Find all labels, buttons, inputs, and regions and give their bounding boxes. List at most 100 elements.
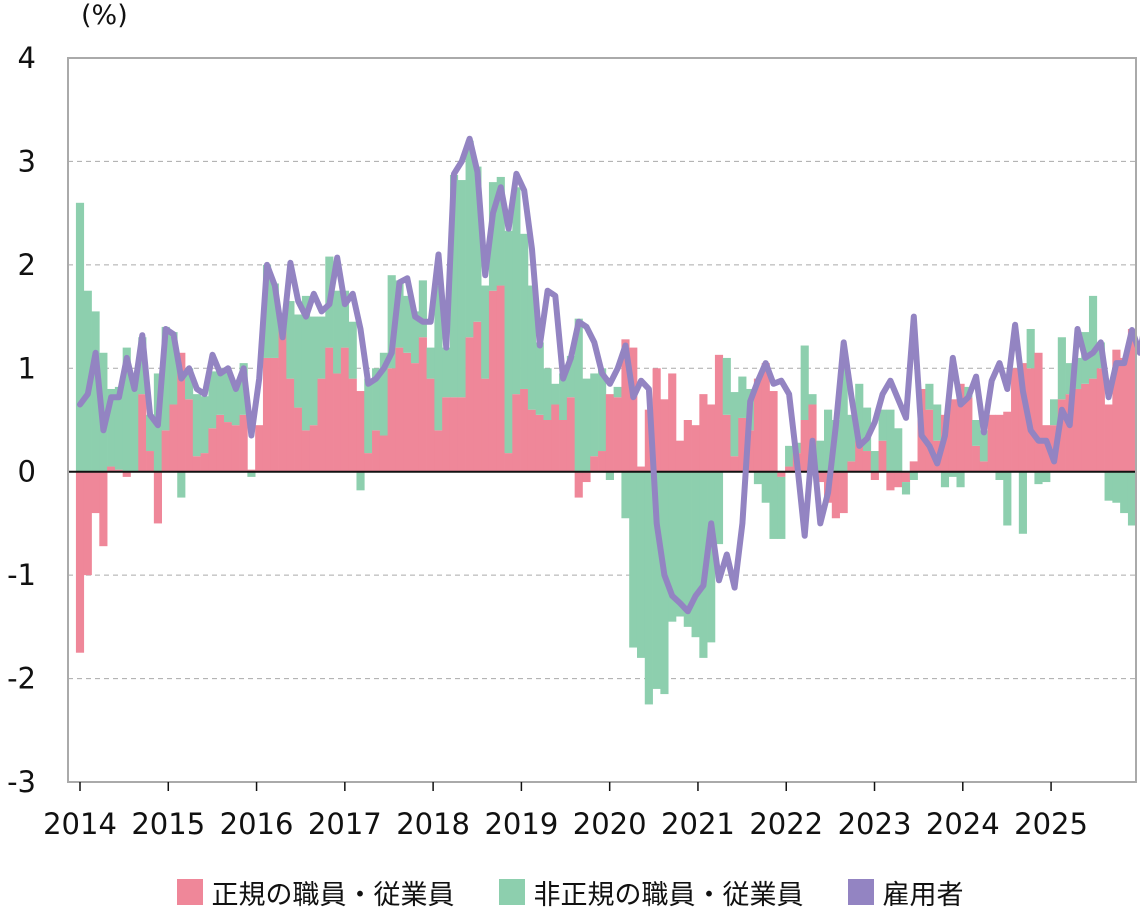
bar-nonregular	[496, 176, 505, 286]
bar-regular	[979, 461, 989, 472]
bar-nonregular	[574, 318, 583, 472]
bar-regular	[738, 417, 747, 472]
bar-marks	[75, 140, 1137, 705]
bar-nonregular	[995, 471, 1004, 480]
bar-regular	[1096, 368, 1105, 472]
bar-nonregular	[909, 471, 918, 480]
bar-nonregular	[309, 316, 318, 426]
bar-regular	[652, 368, 661, 472]
x-tick-label: 2018	[396, 807, 470, 841]
bar-nonregular	[870, 451, 879, 472]
bar-regular	[317, 378, 326, 472]
bar-regular	[153, 471, 162, 524]
bar-regular	[636, 466, 646, 472]
bar-regular	[714, 354, 724, 472]
bar-regular	[870, 471, 879, 480]
bar-nonregular	[216, 368, 225, 415]
bar-regular	[1120, 357, 1129, 472]
bar-regular	[434, 430, 443, 472]
bar-nonregular	[769, 471, 778, 539]
bar-regular	[426, 378, 435, 472]
bar-nonregular	[231, 383, 240, 426]
bar-regular	[457, 397, 466, 472]
y-tick-label: -2	[7, 662, 36, 696]
bar-regular	[1081, 383, 1090, 472]
bar-regular	[566, 397, 576, 472]
bar-regular	[395, 347, 404, 472]
bar-regular	[707, 404, 716, 472]
bar-nonregular	[839, 357, 848, 472]
bar-regular	[286, 378, 295, 472]
bar-nonregular	[411, 311, 420, 364]
y-tick-label: 2	[18, 248, 36, 282]
bar-nonregular	[223, 370, 233, 423]
bar-nonregular	[270, 283, 279, 358]
bar-regular	[699, 394, 708, 472]
bar-regular	[925, 409, 934, 472]
bar-regular	[683, 420, 692, 472]
bar-nonregular	[551, 383, 560, 405]
bar-regular	[1088, 378, 1098, 472]
bar-nonregular	[691, 471, 700, 638]
x-tick-label: 2017	[308, 807, 382, 841]
y-tick-label: -1	[7, 558, 36, 592]
legend-label-employees: 雇用者	[882, 879, 964, 911]
bar-regular	[223, 422, 233, 472]
bar-nonregular	[434, 285, 443, 431]
bar-regular	[1034, 352, 1043, 472]
bar-nonregular	[403, 295, 412, 353]
bar-regular	[418, 337, 427, 472]
bar-regular	[75, 471, 85, 653]
bar-nonregular	[808, 394, 817, 405]
bar-nonregular	[372, 368, 381, 431]
bar-nonregular	[652, 471, 661, 689]
plot-frame	[67, 57, 1137, 783]
bar-regular	[582, 471, 591, 483]
y-unit-label: (%)	[81, 0, 128, 31]
bar-regular	[660, 399, 669, 472]
bar-nonregular	[785, 445, 794, 467]
bar-regular	[200, 453, 209, 472]
bar-nonregular	[1034, 471, 1043, 485]
bar-regular	[831, 471, 840, 519]
bar-nonregular	[878, 409, 887, 441]
bar-nonregular	[613, 386, 622, 398]
x-tick-label: 2021	[661, 807, 735, 841]
bar-regular	[855, 440, 864, 472]
bar-nonregular	[91, 311, 100, 472]
bar-regular	[730, 456, 739, 472]
bar-regular	[262, 357, 272, 472]
bar-regular	[644, 409, 653, 472]
bar-regular	[356, 391, 365, 472]
bar-nonregular	[364, 378, 373, 454]
bar-nonregular	[481, 285, 490, 379]
bar-regular	[442, 397, 451, 472]
bar-regular	[753, 378, 763, 472]
bar-regular	[512, 394, 521, 472]
bar-nonregular	[800, 345, 809, 420]
bar-regular	[122, 471, 131, 477]
bar-nonregular	[535, 342, 544, 415]
bar-regular	[948, 399, 957, 472]
bar-nonregular	[442, 347, 451, 398]
bar-nonregular	[185, 368, 194, 400]
bar-nonregular	[340, 290, 350, 348]
bar-regular	[270, 357, 279, 472]
bar-regular	[488, 290, 498, 472]
bar-regular	[301, 430, 311, 472]
bar-nonregular	[621, 471, 630, 519]
bar-regular	[1065, 394, 1074, 472]
y-tick-label: 3	[18, 144, 36, 178]
y-axis-ticks: -3 -2 -1 0 1 2 3 4	[7, 41, 36, 799]
bar-regular	[862, 451, 872, 472]
bar-regular	[387, 368, 396, 472]
bar-regular	[746, 430, 755, 472]
bar-regular	[909, 461, 918, 472]
bar-nonregular	[847, 414, 856, 462]
bar-nonregular	[1003, 471, 1012, 526]
bar-nonregular	[862, 407, 872, 452]
bar-nonregular	[301, 295, 311, 431]
bar-regular	[551, 404, 560, 472]
bar-nonregular	[730, 392, 739, 457]
x-tick-label: 2016	[220, 807, 294, 841]
